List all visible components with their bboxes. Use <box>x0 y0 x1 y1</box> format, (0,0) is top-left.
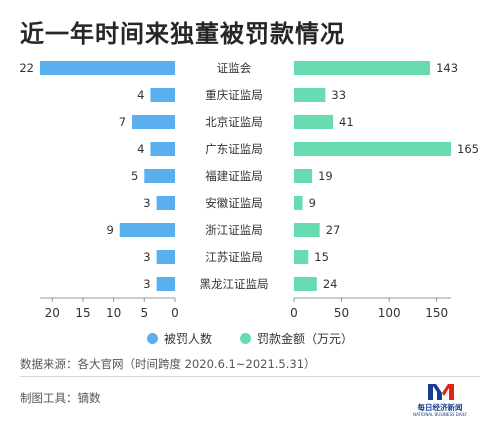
tick-label-left-2: 15 <box>75 306 90 320</box>
tick-label-right-2: 50 <box>334 306 349 320</box>
bar-right-9 <box>294 277 317 291</box>
category-label-2: 重庆证监局 <box>205 88 263 102</box>
legend-swatch-left <box>146 333 158 344</box>
tick-label-left-4: 5 <box>140 306 148 320</box>
bar-right-4 <box>294 142 451 156</box>
bar-left-4 <box>150 142 175 156</box>
tick-label-left-1: 20 <box>45 306 60 320</box>
data-label-left-9: 3 <box>143 277 150 291</box>
data-label-left-2: 4 <box>137 88 144 102</box>
category-label-9: 黑龙江证监局 <box>200 277 269 291</box>
legend: 被罚人数 罚款金额（万元） <box>0 330 500 347</box>
data-label-right-9: 24 <box>323 277 338 291</box>
tick-label-right-3: 100 <box>378 306 401 320</box>
bar-left-8 <box>156 250 175 264</box>
legend-item-left[interactable]: 被罚人数 <box>146 330 212 347</box>
bar-right-8 <box>294 250 309 264</box>
data-label-right-6: 9 <box>309 196 316 210</box>
bar-right-2 <box>294 88 326 102</box>
bar-right-3 <box>294 115 334 129</box>
bar-left-6 <box>156 196 175 210</box>
footer-divider <box>20 376 480 377</box>
data-label-left-1: 22 <box>19 61 34 75</box>
data-label-left-8: 3 <box>143 250 150 264</box>
publisher-logo: 每日经济新闻 NATIONAL BUSINESS DAILY <box>392 380 488 420</box>
category-label-6: 安徽证监局 <box>205 196 263 210</box>
legend-item-right[interactable]: 罚款金额（万元） <box>240 330 353 347</box>
data-source-note: 数据来源：各大官网（时间跨度 2020.6.1~2021.5.31） <box>20 357 316 371</box>
category-label-1: 证监会 <box>217 61 252 75</box>
data-label-right-1: 143 <box>436 61 458 75</box>
data-label-left-7: 9 <box>106 223 113 237</box>
tick-label-right-1: 0 <box>290 306 298 320</box>
data-label-left-5: 5 <box>131 169 138 183</box>
bar-left-1 <box>40 61 175 75</box>
category-label-4: 广东证监局 <box>205 142 263 156</box>
tick-label-left-5: 0 <box>171 306 179 320</box>
chart-title: 近一年时间来独董被罚款情况 <box>20 20 345 48</box>
legend-swatch-right <box>240 333 251 344</box>
data-label-right-4: 165 <box>457 142 479 156</box>
bar-left-9 <box>156 277 175 291</box>
bar-left-3 <box>132 115 175 129</box>
category-label-7: 浙江证监局 <box>205 223 263 237</box>
data-label-left-6: 3 <box>143 196 150 210</box>
bar-left-7 <box>119 223 175 237</box>
logo-subtext: NATIONAL BUSINESS DAILY <box>413 412 467 417</box>
legend-label-right: 罚款金额（万元） <box>257 332 354 346</box>
bar-left-5 <box>144 169 175 183</box>
bar-right-1 <box>294 61 431 75</box>
tick-label-right-4: 150 <box>425 306 448 320</box>
data-label-right-8: 15 <box>314 250 329 264</box>
data-label-left-4: 4 <box>137 142 144 156</box>
bar-left-2 <box>150 88 175 102</box>
category-label-8: 江苏证监局 <box>205 250 263 264</box>
category-label-3: 北京证监局 <box>205 115 263 129</box>
bar-right-6 <box>294 196 303 210</box>
category-label-5: 福建证监局 <box>205 169 263 183</box>
logo-mark-icon <box>428 384 454 400</box>
legend-label-left: 被罚人数 <box>163 332 212 346</box>
bar-right-5 <box>294 169 313 183</box>
data-label-right-5: 19 <box>318 169 333 183</box>
data-label-right-7: 27 <box>326 223 341 237</box>
tick-label-left-3: 10 <box>106 306 121 320</box>
data-label-right-3: 41 <box>339 115 354 129</box>
bar-right-7 <box>294 223 320 237</box>
logo-text: 每日经济新闻 <box>417 403 463 412</box>
data-label-left-3: 7 <box>119 115 126 129</box>
chart-tool-note: 制图工具：镝数 <box>20 391 101 405</box>
data-label-right-2: 33 <box>331 88 346 102</box>
